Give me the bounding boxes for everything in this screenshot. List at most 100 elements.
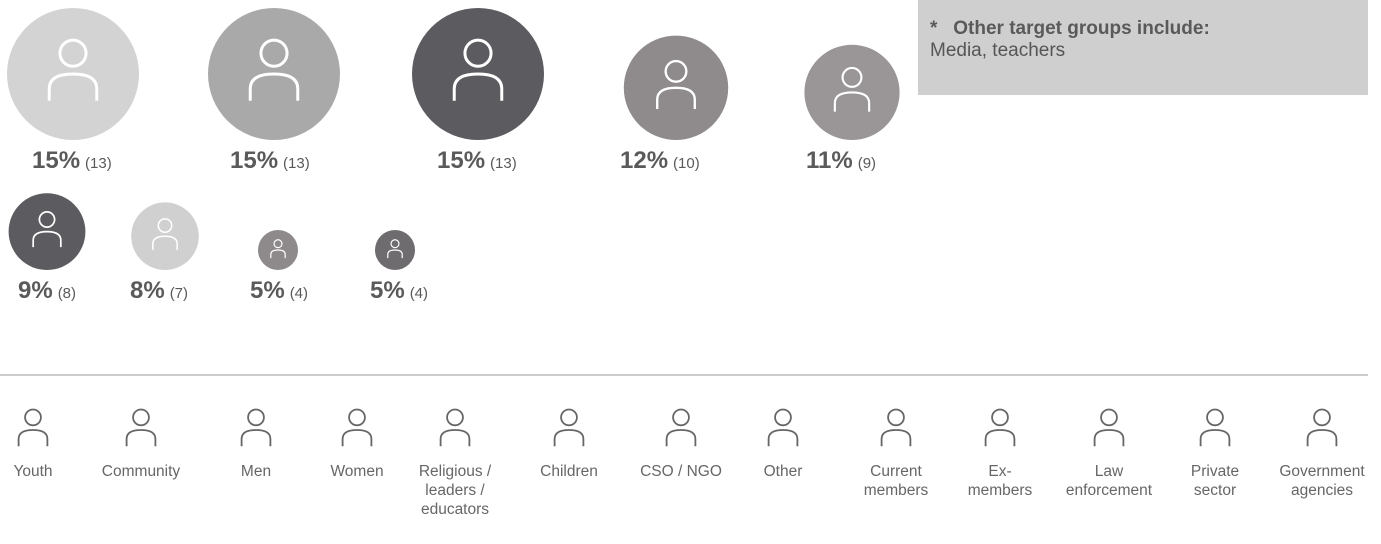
legend-label: Men — [241, 462, 271, 481]
legend-line: enforcement — [1065, 482, 1153, 499]
icon-part — [1093, 429, 1125, 447]
legend-line: Women — [330, 463, 384, 480]
icon-part — [259, 38, 289, 68]
bubble-icon — [270, 239, 286, 259]
icon-part — [387, 249, 403, 259]
note-text: Media, teachers — [930, 40, 1066, 61]
percent: 12% — [620, 147, 668, 174]
icon-part — [270, 249, 286, 259]
value-label: 11% (9) — [806, 147, 876, 174]
icon-part — [553, 429, 585, 447]
count: (9) — [858, 155, 876, 172]
bubble-icon — [833, 66, 871, 112]
icon-part — [1199, 429, 1231, 447]
legend-icon — [880, 408, 912, 447]
legend-line: agencies — [1290, 482, 1354, 499]
count: (13) — [85, 155, 112, 172]
icon-part — [833, 91, 871, 112]
value-label: 9% (8) — [18, 277, 76, 304]
legend-line: Other — [763, 463, 803, 480]
legend-line: educators — [420, 501, 490, 518]
count: (8) — [58, 285, 76, 302]
count: (10) — [673, 155, 700, 172]
legend-icon — [1093, 408, 1125, 447]
icon-part — [132, 408, 150, 427]
icon-part — [157, 218, 173, 234]
legend-icon — [553, 408, 585, 447]
legend-line: leaders / — [425, 482, 485, 499]
icon-part — [1306, 429, 1338, 447]
note-title: Other target groups include: — [953, 18, 1210, 39]
value-label: 5% (4) — [250, 277, 308, 304]
legend-line: Men — [240, 463, 272, 480]
legend-label: Religious / leaders / educators — [419, 462, 491, 519]
value-label: 15% (13) — [230, 147, 310, 174]
icon-part — [665, 429, 697, 447]
legend-label: Other — [764, 462, 803, 481]
legend-line: Community — [101, 463, 181, 480]
icon-part — [1206, 408, 1224, 427]
legend-icon — [240, 408, 272, 447]
icon-part — [664, 59, 688, 83]
bubble-icon — [452, 38, 504, 101]
legend-line: members — [863, 482, 929, 499]
value-label: 15% (13) — [437, 147, 517, 174]
legend-line: Current — [870, 463, 922, 480]
icon-part — [767, 429, 799, 447]
icon-part — [656, 86, 696, 109]
percent: 9% — [18, 277, 53, 304]
percent: 5% — [250, 277, 285, 304]
icon-part — [32, 230, 62, 248]
legend-icon — [1199, 408, 1231, 447]
count: (4) — [410, 285, 428, 302]
icon-part — [341, 429, 373, 447]
legend-line: CSO / NGO — [640, 463, 722, 480]
legend-line: Children — [540, 463, 598, 480]
icon-part — [446, 408, 464, 427]
percent: 8% — [130, 277, 165, 304]
bubble-icon — [32, 211, 62, 248]
icon-part — [125, 429, 157, 447]
icon-part — [38, 211, 56, 228]
note-box: * Other target groups include: Media, tea… — [918, 0, 1368, 95]
icon-part — [247, 408, 265, 427]
percent: 15% — [437, 147, 485, 174]
icon-part — [248, 72, 300, 101]
bubble-icon — [152, 218, 178, 250]
legend-line: Government — [1279, 463, 1365, 480]
icon-part — [452, 72, 504, 101]
bubble-icon — [656, 59, 696, 109]
legend-label: Government agencies — [1279, 462, 1364, 500]
value-label: 15% (13) — [32, 147, 112, 174]
legend-icon — [665, 408, 697, 447]
legend-icon — [341, 408, 373, 447]
value-label: 5% (4) — [370, 277, 428, 304]
icon-part — [560, 408, 578, 427]
legend-label: CSO / NGO — [640, 462, 722, 481]
icon-part — [1313, 408, 1331, 427]
legend-label: Private sector — [1191, 462, 1239, 500]
legend-line: members — [967, 482, 1033, 499]
icon-part — [463, 38, 493, 68]
icon-part — [984, 429, 1016, 447]
percent: 11% — [806, 147, 853, 174]
percent: 5% — [370, 277, 405, 304]
count: (13) — [490, 155, 517, 172]
icon-part — [240, 429, 272, 447]
legend-line: Private — [1190, 463, 1240, 480]
icon-part — [348, 408, 366, 427]
legend-icon — [984, 408, 1016, 447]
icon-part — [880, 429, 912, 447]
legend-label: Current members — [864, 462, 929, 500]
icon-part — [887, 408, 905, 427]
legend-icon — [125, 408, 157, 447]
legend-label: Law enforcement — [1066, 462, 1152, 500]
icon-part — [152, 235, 178, 250]
legend-line: Ex- — [988, 463, 1012, 480]
legend-icon — [17, 408, 49, 447]
legend-label: Community — [102, 462, 180, 481]
legend-line: sector — [1193, 482, 1237, 499]
legend-line: Religious / — [418, 463, 492, 480]
bubble-icon — [248, 38, 300, 101]
